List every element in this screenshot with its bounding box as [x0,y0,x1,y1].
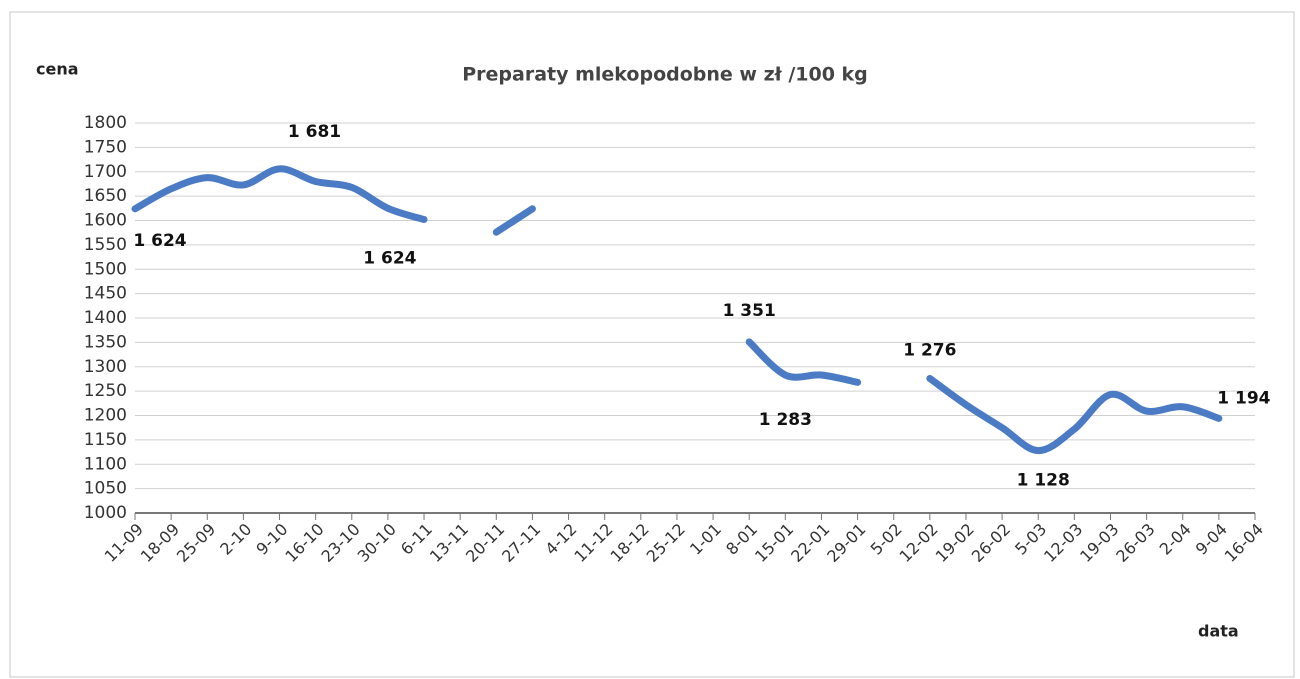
y-tick-label: 1500 [84,259,127,279]
frame [9,11,1295,678]
data-label: 1 283 [759,410,812,430]
data-label: 1 128 [1017,471,1070,491]
y-tick-label: 1250 [84,381,127,401]
y-tick-label: 1450 [84,284,127,304]
line-series [926,374,1223,455]
y-tick-label: 1650 [84,186,127,206]
y-tick-label: 1350 [84,332,127,352]
line-series [745,338,862,386]
y-tick-label: 1400 [84,308,127,328]
y-tick-label: 1600 [84,211,127,231]
y-tick-label: 1800 [84,113,127,133]
data-label: 1 351 [723,301,776,321]
y-tick-label: 1300 [84,357,127,377]
data-label: 1 194 [1217,388,1270,408]
chart-title: Preparaty mlekopodobne w zł /100 kg [462,64,868,86]
data-label: 1 624 [133,231,186,251]
y-tick-label: 1050 [84,479,127,499]
y-tick-label: 1100 [84,454,127,474]
data-label: 1 681 [288,122,341,142]
data-label: 1 624 [363,248,416,268]
line-series [131,165,428,224]
y-axis-label: cena [36,60,79,79]
y-tick-label: 1000 [84,503,127,523]
x-axis-label: data [1198,622,1239,641]
y-tick-label: 1750 [84,137,127,157]
y-tick-label: 1200 [84,406,127,426]
y-tick-label: 1700 [84,162,127,182]
y-tick-label: 1550 [84,235,127,255]
y-tick-label: 1150 [84,430,127,450]
data-label: 1 276 [903,340,956,360]
line-series [492,205,536,236]
